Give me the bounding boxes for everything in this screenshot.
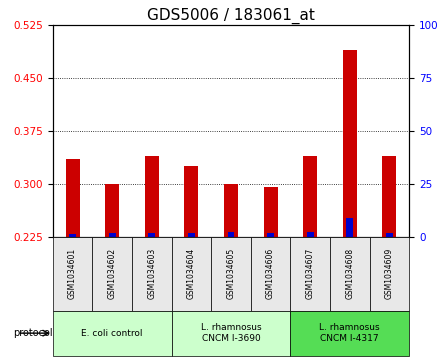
Bar <box>105 184 119 237</box>
FancyBboxPatch shape <box>290 311 409 356</box>
Text: GSM1034605: GSM1034605 <box>227 248 235 299</box>
FancyBboxPatch shape <box>53 311 172 356</box>
Text: GSM1034603: GSM1034603 <box>147 248 156 299</box>
Bar <box>188 233 195 237</box>
Bar <box>69 234 76 237</box>
FancyBboxPatch shape <box>92 237 132 311</box>
Text: protocol: protocol <box>13 328 53 338</box>
Text: GSM1034601: GSM1034601 <box>68 248 77 299</box>
Bar <box>264 188 278 237</box>
Bar <box>109 233 116 237</box>
Bar <box>382 156 396 237</box>
Title: GDS5006 / 183061_at: GDS5006 / 183061_at <box>147 8 315 24</box>
Bar <box>267 233 274 237</box>
FancyBboxPatch shape <box>172 311 290 356</box>
Bar <box>145 156 159 237</box>
Bar <box>224 184 238 237</box>
Bar <box>386 233 393 237</box>
Text: E. coli control: E. coli control <box>81 329 143 338</box>
Text: L. rhamnosus
CNCM I-3690: L. rhamnosus CNCM I-3690 <box>201 323 261 343</box>
Bar <box>184 166 198 237</box>
FancyBboxPatch shape <box>211 237 251 311</box>
FancyBboxPatch shape <box>132 237 172 311</box>
FancyBboxPatch shape <box>290 237 330 311</box>
Bar <box>66 159 80 237</box>
Bar <box>307 232 314 237</box>
FancyBboxPatch shape <box>53 237 92 311</box>
Bar <box>303 156 317 237</box>
Text: GSM1034609: GSM1034609 <box>385 248 394 299</box>
Bar <box>343 50 357 237</box>
Bar <box>346 218 353 237</box>
FancyBboxPatch shape <box>172 237 211 311</box>
FancyBboxPatch shape <box>251 237 290 311</box>
Text: GSM1034604: GSM1034604 <box>187 248 196 299</box>
FancyBboxPatch shape <box>330 237 370 311</box>
Text: GSM1034606: GSM1034606 <box>266 248 275 299</box>
Text: GSM1034607: GSM1034607 <box>306 248 315 299</box>
Text: GSM1034602: GSM1034602 <box>108 248 117 299</box>
Bar <box>227 232 235 237</box>
Text: L. rhamnosus
CNCM I-4317: L. rhamnosus CNCM I-4317 <box>319 323 380 343</box>
FancyBboxPatch shape <box>370 237 409 311</box>
Text: GSM1034608: GSM1034608 <box>345 248 354 299</box>
Bar <box>148 233 155 237</box>
